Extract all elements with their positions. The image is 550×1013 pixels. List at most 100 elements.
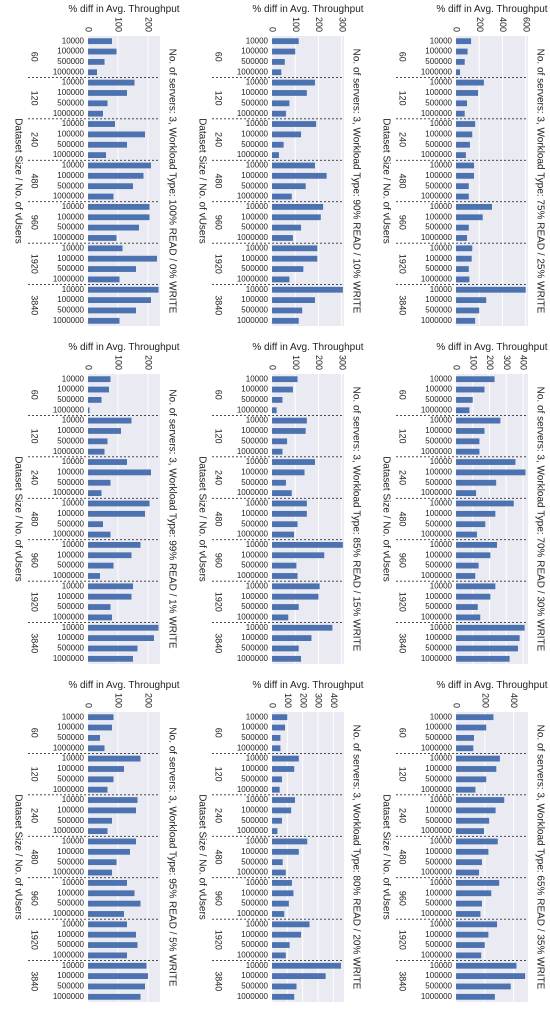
dataset-size-tick-label: 1000000 xyxy=(237,654,269,663)
bar xyxy=(456,479,497,486)
bar xyxy=(272,952,286,959)
bar xyxy=(272,786,280,793)
bar xyxy=(88,562,114,569)
dataset-size-tick-label: 500000 xyxy=(241,733,268,742)
dataset-size-tick-label: 100000 xyxy=(425,130,452,139)
bar xyxy=(272,900,289,907)
user-group-label: 960 xyxy=(398,553,408,568)
bar xyxy=(88,786,108,793)
bar xyxy=(456,655,510,662)
value-tick-label: 100 xyxy=(283,693,293,708)
bar xyxy=(88,521,103,528)
dataset-size-tick-label: 500000 xyxy=(241,857,268,866)
user-group-label: 3840 xyxy=(30,295,40,315)
dataset-size-tick-label: 100000 xyxy=(241,130,268,139)
dataset-size-tick-label: 10000 xyxy=(430,202,453,211)
plot-background xyxy=(456,712,528,1002)
dataset-size-tick-label: 1000000 xyxy=(421,785,453,794)
bar xyxy=(272,214,321,221)
bar xyxy=(456,817,490,824)
bar xyxy=(272,942,290,948)
dataset-size-tick-label: 100000 xyxy=(425,468,452,477)
bar xyxy=(88,869,112,876)
dataset-size-tick-label: 10000 xyxy=(246,285,269,294)
dataset-size-tick-label: 1000000 xyxy=(421,233,453,242)
dataset-size-tick-label: 1000000 xyxy=(421,909,453,918)
panel-title: No. of servers: 3, Workload Type: 75% RE… xyxy=(534,49,545,314)
dataset-size-tick-label: 1000000 xyxy=(53,192,85,201)
bar xyxy=(88,921,127,928)
user-group-label: 120 xyxy=(398,767,408,782)
bar xyxy=(456,121,476,127)
dataset-size-tick-label: 100000 xyxy=(425,426,452,435)
dataset-size-tick-label: 100000 xyxy=(241,295,268,304)
bar xyxy=(456,131,473,138)
category-axis-label: Dataset Size / No. of vUsers xyxy=(380,456,391,582)
bar xyxy=(88,859,117,866)
dataset-size-tick-label: 1000000 xyxy=(53,951,85,960)
user-group-label: 480 xyxy=(30,173,40,188)
bar xyxy=(456,58,465,65)
dataset-size-tick-label: 500000 xyxy=(241,816,268,825)
dataset-size-tick-label: 1000000 xyxy=(237,447,269,456)
dataset-size-tick-label: 10000 xyxy=(246,416,269,425)
user-group-label: 60 xyxy=(398,728,408,738)
dataset-size-tick-label: 500000 xyxy=(425,57,452,66)
dataset-size-tick-label: 1000000 xyxy=(237,951,269,960)
value-tick-label: 0 xyxy=(84,703,94,708)
dataset-size-tick-label: 100000 xyxy=(57,385,84,394)
bar xyxy=(456,255,472,262)
bar xyxy=(88,797,138,803)
dataset-size-tick-label: 10000 xyxy=(62,581,85,590)
dataset-size-tick-label: 1000000 xyxy=(237,743,269,752)
dataset-size-tick-label: 1000000 xyxy=(237,613,269,622)
dataset-size-tick-label: 1000000 xyxy=(421,571,453,580)
bar xyxy=(88,183,133,190)
dataset-size-tick-label: 100000 xyxy=(425,847,452,856)
dataset-size-tick-label: 500000 xyxy=(57,733,84,742)
dataset-size-tick-label: 500000 xyxy=(425,940,452,949)
bar xyxy=(456,396,473,403)
bar xyxy=(456,490,477,497)
bar xyxy=(88,79,135,86)
dataset-size-tick-label: 10000 xyxy=(62,285,85,294)
dataset-size-tick-label: 10000 xyxy=(430,499,453,508)
bar xyxy=(456,828,485,835)
chart-panel: % diff in Avg. Throughput 0 100 200 300 400 10… xyxy=(380,342,548,664)
user-group-label: 240 xyxy=(398,808,408,823)
bar xyxy=(88,879,127,886)
bar xyxy=(88,776,114,783)
dataset-size-tick-label: 100000 xyxy=(425,385,452,394)
dataset-size-tick-label: 10000 xyxy=(62,499,85,508)
dataset-size-tick-label: 10000 xyxy=(62,78,85,87)
bar xyxy=(88,745,105,752)
dataset-size-tick-label: 100000 xyxy=(241,723,268,732)
plot-background xyxy=(272,374,344,664)
dataset-size-tick-label: 100000 xyxy=(57,171,84,180)
bar xyxy=(456,921,498,928)
bar xyxy=(456,266,469,272)
dataset-size-tick-label: 100000 xyxy=(57,633,84,642)
dataset-size-tick-label: 100000 xyxy=(425,295,452,304)
dataset-size-tick-label: 1000000 xyxy=(237,571,269,580)
value-axis-label: % diff in Avg. Throughput xyxy=(252,342,363,353)
dataset-size-tick-label: 500000 xyxy=(425,733,452,742)
bar xyxy=(272,459,315,465)
bar xyxy=(456,297,487,304)
bar xyxy=(272,645,299,652)
bar xyxy=(456,807,496,814)
dataset-size-tick-label: 10000 xyxy=(430,457,453,466)
dataset-size-tick-label: 100000 xyxy=(241,764,268,773)
bar xyxy=(272,911,285,917)
dataset-size-tick-label: 500000 xyxy=(425,223,452,232)
dataset-size-tick-label: 500000 xyxy=(241,306,268,315)
bar xyxy=(88,942,138,948)
dataset-size-tick-label: 100000 xyxy=(241,550,268,559)
dataset-size-tick-label: 100000 xyxy=(57,88,84,97)
bar xyxy=(88,90,127,96)
dataset-size-tick-label: 10000 xyxy=(62,623,85,632)
bar xyxy=(456,838,498,845)
dataset-size-tick-label: 1000000 xyxy=(421,109,453,118)
bar xyxy=(272,276,290,283)
bar xyxy=(272,110,286,117)
